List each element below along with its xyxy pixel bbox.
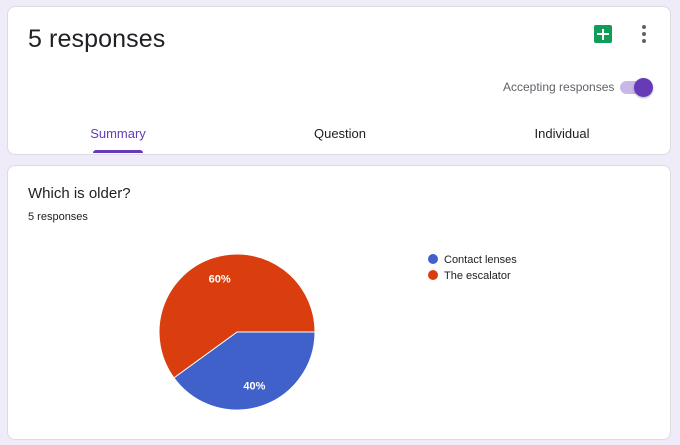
google-sheets-icon[interactable] [594, 25, 612, 43]
toggle-thumb [634, 78, 653, 97]
pie-slice-label: 60% [209, 274, 231, 286]
question-title: Which is older? [28, 185, 131, 202]
tab-summary[interactable]: Summary [90, 126, 146, 141]
pie-slice-label: 40% [243, 380, 265, 392]
pie-slice-contact-lenses[interactable] [173, 331, 316, 411]
question-response-count: 5 responses [28, 211, 88, 223]
legend-swatch [428, 254, 438, 264]
legend-label: Contact lenses [444, 254, 517, 266]
accepting-responses-toggle[interactable] [620, 77, 654, 97]
legend-label: The escalator [444, 270, 511, 282]
more-options-icon[interactable] [636, 23, 652, 45]
summary-header-card: 5 responses Accepting responses Summary … [7, 6, 671, 155]
pie-chart: 40% 60% Contact lenses The escalator [158, 253, 517, 411]
page-title: 5 responses [28, 25, 166, 53]
active-tab-indicator [93, 150, 143, 153]
question-summary-card: Which is older? 5 responses 40% 60% Contac… [7, 165, 671, 440]
legend-swatch [428, 270, 438, 280]
accepting-responses-label: Accepting responses [503, 80, 615, 94]
tab-individual[interactable]: Individual [534, 126, 590, 141]
tab-question[interactable]: Question [313, 126, 367, 141]
pie-slice-the-escalator[interactable] [158, 253, 316, 379]
